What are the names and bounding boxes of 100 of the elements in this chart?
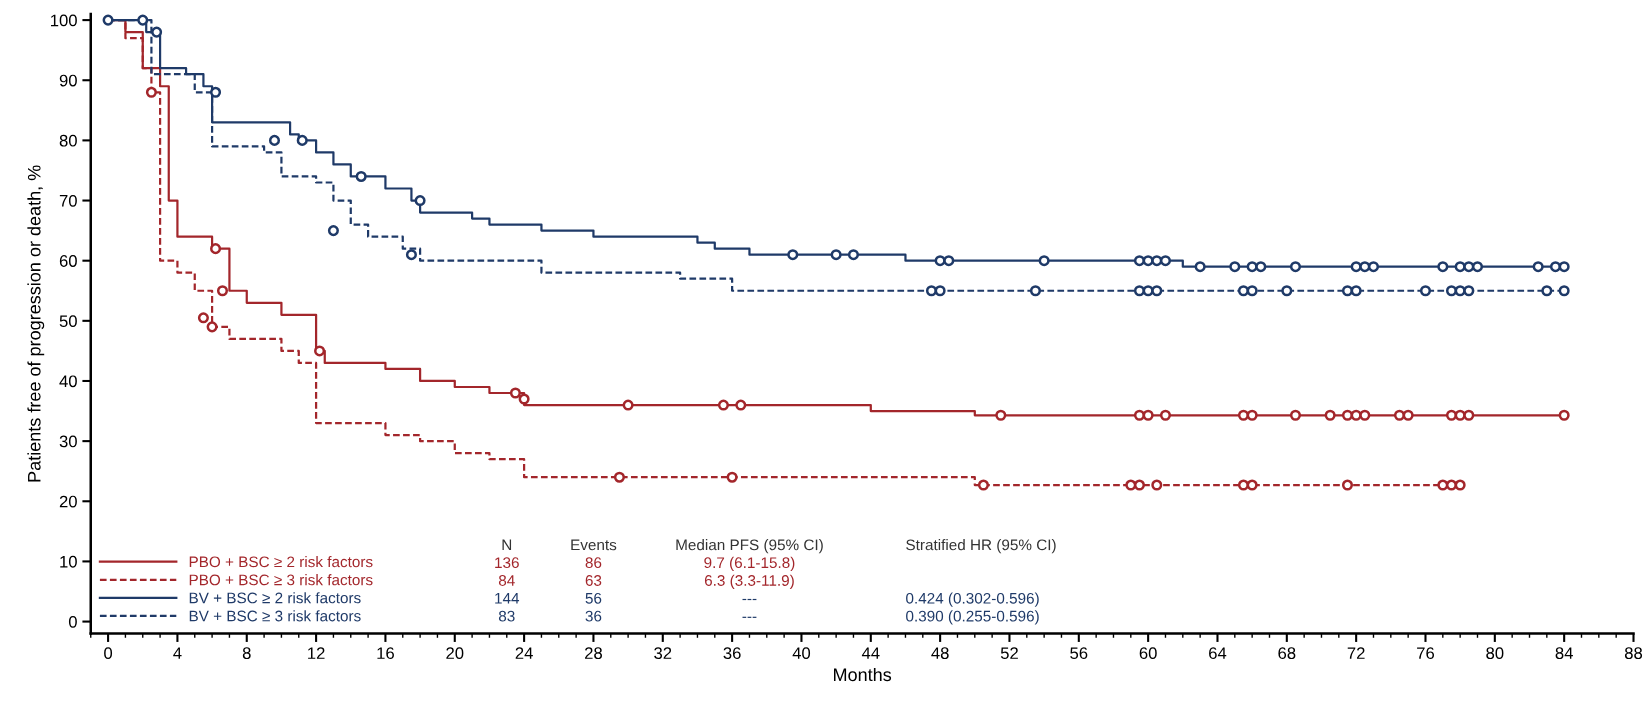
annotation: 83 <box>498 610 515 622</box>
point <box>197 312 209 324</box>
point <box>414 195 426 207</box>
point <box>216 285 229 297</box>
point <box>314 345 326 357</box>
point <box>1359 261 1371 273</box>
point <box>1463 285 1475 297</box>
annotation: 144 <box>495 593 520 604</box>
point <box>1289 409 1302 421</box>
point <box>1454 479 1466 491</box>
x-tick-label: 76 <box>1417 647 1435 660</box>
x-tick-label: 68 <box>1278 647 1296 660</box>
point <box>1463 409 1475 421</box>
point <box>405 249 417 261</box>
x-tick-label: 40 <box>792 647 811 660</box>
y-tick-label: 70 <box>59 194 77 207</box>
point <box>1558 285 1570 297</box>
x-tick-label: 32 <box>654 647 672 660</box>
point <box>613 471 625 483</box>
annotation: Stratified HR (95% CI) <box>906 539 1056 554</box>
point <box>1350 261 1362 273</box>
point <box>518 393 530 405</box>
point <box>1159 409 1172 421</box>
point <box>1341 479 1354 491</box>
annotation: 63 <box>585 575 602 586</box>
x-tick-label: 8 <box>242 647 251 660</box>
point <box>206 321 218 333</box>
x-tick-label: 44 <box>861 647 880 659</box>
point <box>1246 409 1258 421</box>
annotation: 56 <box>585 592 602 604</box>
point <box>210 86 222 98</box>
point <box>995 409 1007 421</box>
annotation: 9.7 (6.1-15.8) <box>704 556 795 572</box>
y-tick-label: 10 <box>60 555 77 568</box>
legend-label: BV + BSC ≥ 3 risk factors <box>189 610 361 622</box>
x-tick-label: 64 <box>1209 647 1227 660</box>
y-tick-label: 50 <box>59 315 77 328</box>
point <box>847 249 859 261</box>
point <box>1133 409 1145 421</box>
x-tick-label: 80 <box>1486 647 1504 660</box>
x-tick-label: 72 <box>1347 647 1365 659</box>
x-axis-title: Months <box>834 667 892 682</box>
x-tick-label: 0 <box>104 647 113 660</box>
point <box>735 399 747 411</box>
point <box>1151 479 1163 491</box>
x-tick-label: 4 <box>173 647 182 659</box>
point <box>1142 409 1154 421</box>
point <box>137 14 149 26</box>
point <box>934 285 946 297</box>
point <box>1255 261 1267 273</box>
point <box>925 285 937 297</box>
point <box>1419 285 1432 297</box>
annotation: Events <box>571 539 617 551</box>
point <box>509 387 521 399</box>
legend-label: BV + BSC ≥ 2 risk factors <box>189 592 361 604</box>
point <box>1151 285 1163 297</box>
point <box>726 471 738 483</box>
x-tick-label: 60 <box>1139 647 1157 660</box>
point <box>943 255 955 267</box>
x-tick-label: 52 <box>1000 647 1018 660</box>
x-tick-label: 88 <box>1624 647 1643 660</box>
annotation: Median PFS (95% CI) <box>676 539 823 554</box>
point <box>787 249 799 261</box>
point <box>1558 261 1570 273</box>
y-tick-label: 60 <box>59 255 77 267</box>
point <box>1142 255 1154 267</box>
point <box>327 225 339 237</box>
point <box>210 243 222 255</box>
point <box>1246 261 1258 273</box>
legend-label: PBO + BSC ≥ 2 risk factors <box>189 556 373 568</box>
annotation: 36 <box>585 610 602 622</box>
point <box>1142 285 1154 297</box>
x-tick-label: 20 <box>446 647 464 660</box>
point <box>1350 409 1362 421</box>
annotation: 136 <box>495 557 519 569</box>
point <box>1532 261 1544 273</box>
y-axis-title: Patients free of progression or death, % <box>27 165 45 482</box>
y-tick-label: 20 <box>59 495 77 508</box>
y-tick-label: 0 <box>68 615 77 628</box>
point <box>1454 261 1466 273</box>
point <box>151 26 163 38</box>
point <box>977 479 989 491</box>
point <box>1324 409 1336 421</box>
point <box>1289 261 1302 273</box>
point <box>1281 285 1293 297</box>
annotation: --- <box>742 598 757 601</box>
y-tick-label: 100 <box>51 14 77 27</box>
x-tick-label: 48 <box>931 647 949 660</box>
point <box>1246 285 1258 297</box>
point <box>1463 261 1475 273</box>
point <box>102 14 114 26</box>
point <box>1558 409 1570 421</box>
point <box>1038 255 1050 267</box>
y-tick-label: 30 <box>59 435 77 448</box>
point <box>717 399 729 411</box>
x-tick-label: 12 <box>308 647 325 659</box>
x-tick-label: 28 <box>585 647 602 660</box>
point <box>934 255 946 267</box>
point <box>1359 409 1371 421</box>
annotation: 0.390 (0.255-0.596) <box>906 610 1039 625</box>
